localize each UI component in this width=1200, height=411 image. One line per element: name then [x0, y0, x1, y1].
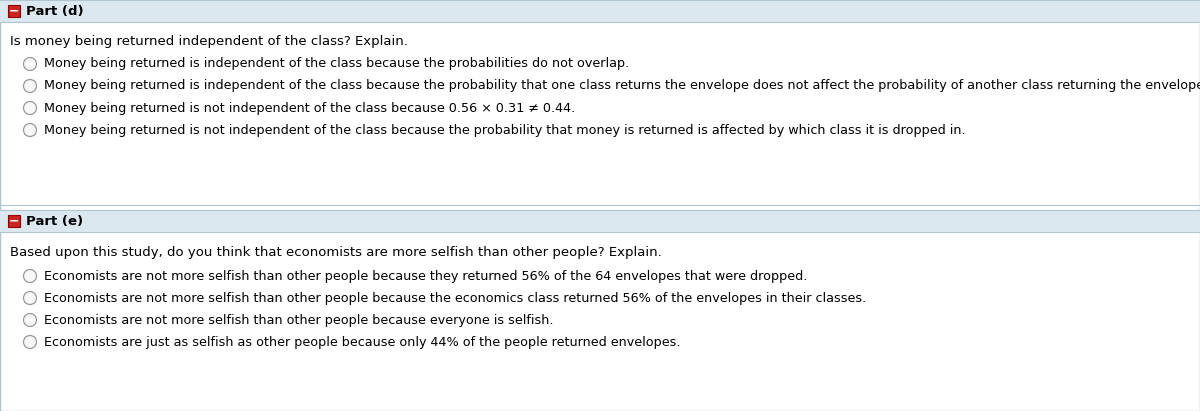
Text: Economists are not more selfish than other people because they returned 56% of t: Economists are not more selfish than oth…	[44, 270, 808, 282]
Text: Is money being returned independent of the class? Explain.: Is money being returned independent of t…	[10, 35, 408, 48]
Text: Economists are not more selfish than other people because everyone is selfish.: Economists are not more selfish than oth…	[44, 314, 553, 326]
Circle shape	[24, 79, 36, 92]
Circle shape	[24, 102, 36, 115]
Text: Based upon this study, do you think that economists are more selfish than other : Based upon this study, do you think that…	[10, 245, 661, 259]
Text: Economists are not more selfish than other people because the economics class re: Economists are not more selfish than oth…	[44, 291, 866, 305]
Bar	[0, 210, 1200, 232]
Circle shape	[24, 58, 36, 71]
Text: Money being returned is independent of the class because the probability that on: Money being returned is independent of t…	[44, 79, 1200, 92]
Text: Money being returned is not independent of the class because the probability tha: Money being returned is not independent …	[44, 123, 966, 136]
Text: −: −	[8, 5, 19, 18]
Circle shape	[24, 291, 36, 305]
Bar	[8, 5, 20, 17]
Circle shape	[24, 335, 36, 349]
Bar	[8, 215, 20, 227]
Bar	[0, 0, 1200, 22]
Circle shape	[24, 270, 36, 282]
Text: Economists are just as selfish as other people because only 44% of the people re: Economists are just as selfish as other …	[44, 335, 680, 349]
Text: Part (e): Part (e)	[26, 215, 83, 228]
Text: Money being returned is not independent of the class because 0.56 × 0.31 ≠ 0.44.: Money being returned is not independent …	[44, 102, 575, 115]
Text: Part (d): Part (d)	[26, 5, 84, 18]
Circle shape	[24, 123, 36, 136]
Text: Money being returned is independent of the class because the probabilities do no: Money being returned is independent of t…	[44, 58, 629, 71]
Text: −: −	[8, 215, 19, 228]
Circle shape	[24, 314, 36, 326]
